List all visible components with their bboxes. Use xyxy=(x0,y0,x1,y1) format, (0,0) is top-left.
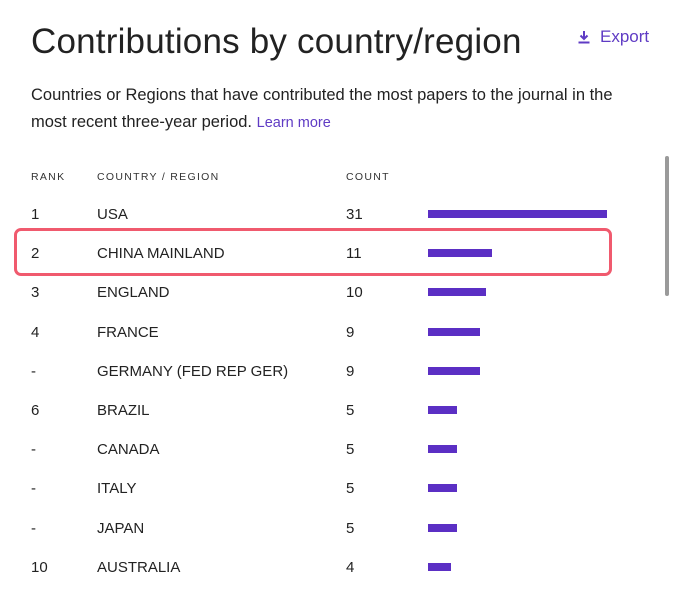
count-cell: 5 xyxy=(346,401,355,419)
count-cell: 4 xyxy=(346,558,355,576)
count-cell: 9 xyxy=(346,323,355,341)
count-bar xyxy=(428,562,451,571)
country-cell: CANADA xyxy=(97,441,160,459)
column-header-count: COUNT xyxy=(346,171,390,183)
count-cell: 5 xyxy=(346,441,355,459)
table-row: 2 CHINA MAINLAND 11 xyxy=(0,235,693,274)
rank-cell: - xyxy=(31,441,36,459)
rank-cell: - xyxy=(31,480,36,498)
country-table-body: 1 USA 31 2 CHINA MAINLAND 11 3 ENGLAND 10 4 FRANCE… xyxy=(0,196,693,588)
country-cell: BRAZIL xyxy=(97,401,150,419)
count-cell: 9 xyxy=(346,362,355,380)
count-bar xyxy=(428,484,457,493)
count-cell: 10 xyxy=(346,284,363,302)
description-text: Countries or Regions that have contribut… xyxy=(31,86,613,131)
country-cell: JAPAN xyxy=(97,519,145,537)
rank-cell: - xyxy=(31,519,36,537)
count-bar xyxy=(428,405,457,414)
count-cell: 31 xyxy=(346,206,363,223)
count-cell: 5 xyxy=(346,480,355,498)
export-button[interactable]: Export xyxy=(578,27,649,47)
table-row: - ITALY 5 xyxy=(0,470,693,509)
table-row: 3 ENGLAND 10 xyxy=(0,274,693,313)
table-row: 10 AUSTRALIA 4 xyxy=(0,549,693,588)
country-cell: USA xyxy=(97,206,128,223)
country-cell: ENGLAND xyxy=(97,284,170,302)
rank-cell: - xyxy=(31,362,36,380)
page-title: Contributions by country/region xyxy=(31,22,522,61)
count-cell: 11 xyxy=(346,245,362,263)
learn-more-link[interactable]: Learn more xyxy=(256,115,331,131)
description: Countries or Regions that have contribut… xyxy=(31,82,641,137)
rank-cell: 2 xyxy=(31,245,40,263)
export-label: Export xyxy=(600,27,650,46)
rank-cell: 1 xyxy=(31,206,40,223)
table-row: 6 BRAZIL 5 xyxy=(0,392,693,431)
count-bar xyxy=(428,327,480,336)
download-icon xyxy=(578,30,590,44)
country-cell: GERMANY (FED REP GER) xyxy=(97,362,289,380)
table-row: - JAPAN 5 xyxy=(0,510,693,549)
count-cell: 5 xyxy=(346,519,355,537)
rank-cell: 4 xyxy=(31,323,40,341)
country-cell: ITALY xyxy=(97,480,137,498)
table-row: 1 USA 31 xyxy=(0,196,693,235)
rank-cell: 3 xyxy=(31,284,40,302)
count-bar xyxy=(428,523,457,532)
country-cell: CHINA MAINLAND xyxy=(97,245,225,263)
country-cell: AUSTRALIA xyxy=(97,558,181,576)
rank-cell: 6 xyxy=(31,401,40,419)
table-row: - CANADA 5 xyxy=(0,431,693,470)
scrollbar-thumb[interactable] xyxy=(665,156,669,296)
count-bar xyxy=(428,288,486,297)
table-row: - GERMANY (FED REP GER) 9 xyxy=(0,353,693,392)
count-bar xyxy=(428,249,492,258)
count-bar xyxy=(428,210,607,218)
column-header-rank: RANK xyxy=(31,171,66,183)
count-bar xyxy=(428,366,480,375)
rank-cell: 10 xyxy=(31,558,48,576)
count-bar xyxy=(428,445,457,454)
table-row: 4 FRANCE 9 xyxy=(0,314,693,353)
column-header-country: COUNTRY / REGION xyxy=(97,171,220,183)
country-cell: FRANCE xyxy=(97,323,159,341)
